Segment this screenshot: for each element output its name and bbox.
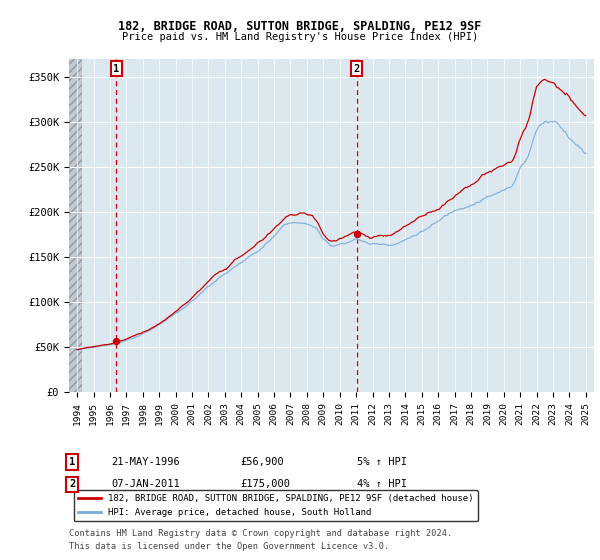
Legend: 182, BRIDGE ROAD, SUTTON BRIDGE, SPALDING, PE12 9SF (detached house), HPI: Avera: 182, BRIDGE ROAD, SUTTON BRIDGE, SPALDIN… [74,490,478,521]
Bar [69,59,82,392]
Point [112,336,121,345]
Text: 1: 1 [113,64,119,74]
Text: 21-MAY-1996: 21-MAY-1996 [111,457,180,467]
Text: Contains HM Land Registry data © Crown copyright and database right 2024.
This d: Contains HM Land Registry data © Crown c… [69,529,452,550]
Text: 5% ↑ HPI: 5% ↑ HPI [357,457,407,467]
Text: Price paid vs. HM Land Registry's House Price Index (HPI): Price paid vs. HM Land Registry's House … [122,32,478,43]
Text: 4% ↑ HPI: 4% ↑ HPI [357,479,407,489]
Text: 1: 1 [69,457,75,467]
Text: 07-JAN-2011: 07-JAN-2011 [111,479,180,489]
Text: £175,000: £175,000 [240,479,290,489]
Text: £56,900: £56,900 [240,457,284,467]
Text: 2: 2 [353,64,360,74]
Point [352,230,361,239]
Text: 2: 2 [69,479,75,489]
Text: 182, BRIDGE ROAD, SUTTON BRIDGE, SPALDING, PE12 9SF: 182, BRIDGE ROAD, SUTTON BRIDGE, SPALDIN… [118,20,482,32]
